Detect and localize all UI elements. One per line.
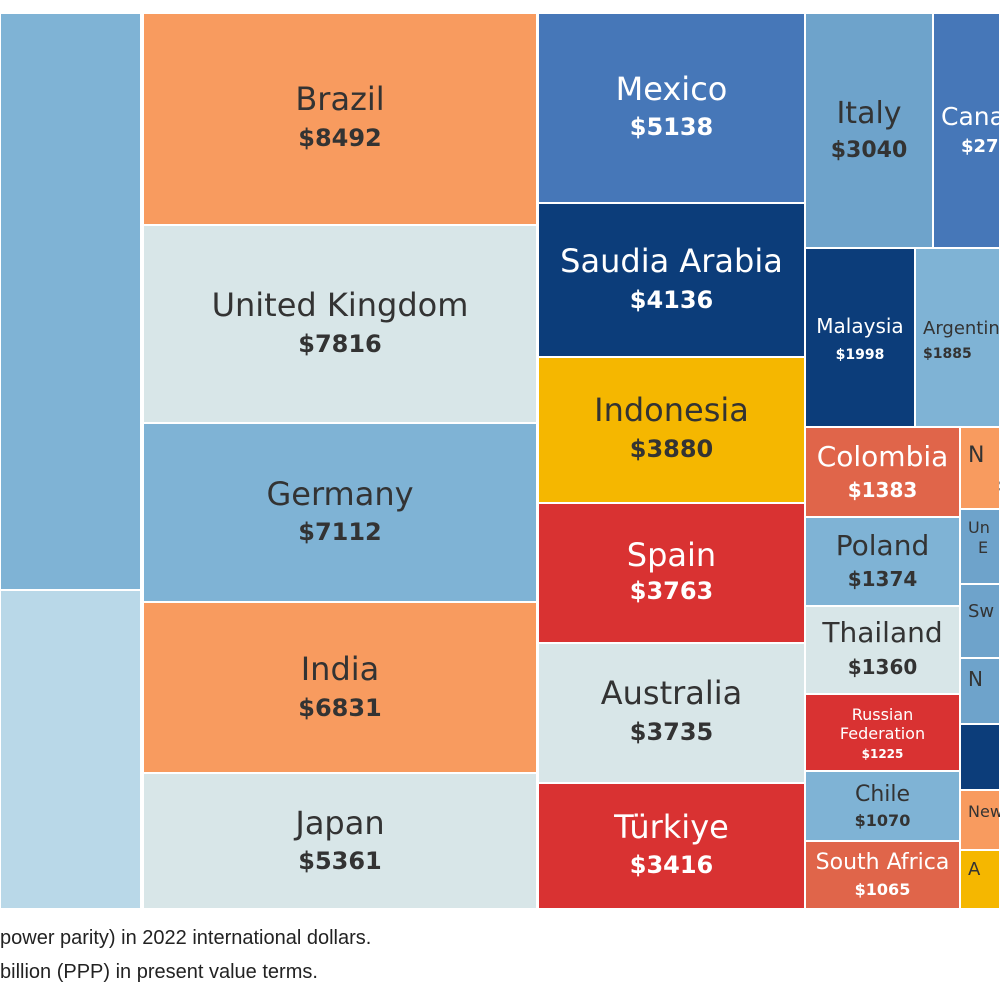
tile-value-chile-21: $1070: [855, 811, 911, 830]
tile-value-japan-6: $5361: [298, 847, 382, 875]
tile-label-n-23: N: [968, 443, 984, 468]
treemap-chart: Brazil $8492 United Kingdom $7816 Germany $71…: [0, 12, 1000, 910]
tile-value-russian-federation-20: $1225: [862, 747, 904, 761]
tile-n-23: [959, 426, 1000, 510]
tile-value-italy-13: $3040: [831, 138, 908, 163]
tile-united-kingdom-3: [142, 224, 538, 424]
tile-value-colombia-17: $1383: [848, 478, 918, 502]
tile-label-n-26: N: [968, 667, 983, 691]
tile-label-t-rkiye-12: Türkiye: [613, 808, 729, 846]
tile-poland-18: [804, 516, 961, 607]
tile-saudia-arabia-8: [537, 202, 806, 358]
tile-value-germany-4: $7112: [298, 518, 382, 546]
tile-label-un-e-part1: E: [978, 538, 988, 557]
tile-value-spain-10: $3763: [630, 577, 714, 605]
tile-label-chile-21: Chile: [855, 782, 910, 807]
tile-colombia-17: [804, 426, 961, 518]
tile-value-argentin-16: $1885: [923, 346, 972, 362]
tile-australia-11: [537, 642, 806, 784]
tile-value-t-rkiye-12: $3416: [630, 851, 714, 879]
tile-t-rkiye-12: [537, 782, 806, 910]
tile-a-29: [959, 849, 1000, 910]
tile-label-malaysia-15: Malaysia: [816, 314, 903, 338]
tile-spain-10: [537, 502, 806, 644]
tile-label-japan-6: Japan: [293, 804, 384, 842]
tile-indonesia-9: [537, 356, 806, 504]
tile-cana-14: [932, 12, 1000, 249]
tile-label-cana-14: Cana: [941, 102, 1000, 131]
tile-japan-6: [142, 772, 538, 910]
tile-value-india-5: $6831: [298, 694, 382, 722]
tile-value-thailand-19: $1360: [848, 655, 918, 679]
tile-label-colombia-17: Colombia: [817, 440, 949, 473]
tile-label-india-5: India: [301, 650, 380, 688]
tile-label-russian-federation-part0: Russian: [852, 705, 914, 724]
tile-label-sw-25: Sw: [968, 601, 994, 622]
tile-label-spain-10: Spain: [627, 536, 716, 574]
tile-value-mexico-7: $5138: [630, 113, 714, 141]
tile-label-a-29: A: [968, 859, 981, 880]
tile-label-italy-13: Italy: [836, 96, 901, 131]
tile-label-australia-11: Australia: [601, 674, 743, 712]
tile-brazil-2: [142, 12, 538, 226]
tile-south-africa-22: [804, 840, 961, 910]
tile-chile-21: [804, 770, 961, 842]
tile-label-indonesia-9: Indonesia: [594, 391, 749, 429]
tile-value-brazil-2: $8492: [298, 124, 382, 152]
tile-label-brazil-2: Brazil: [295, 80, 384, 118]
tile-malaysia-15: [804, 247, 916, 428]
tile-label-russian-federation-part1: Federation: [840, 724, 925, 743]
tile-label-new-28: New: [968, 802, 1000, 821]
tile-value-australia-11: $3735: [630, 718, 714, 746]
tile-label-thailand-19: Thailand: [821, 616, 942, 649]
tile-label-argentin-16: Argentin: [923, 318, 1000, 339]
tile-value-united-kingdom-3: $7816: [298, 330, 382, 358]
tile-new-28: [959, 789, 1000, 851]
tile-value-saudia-arabia-8: $4136: [630, 286, 714, 314]
footnote-line-2: billion (PPP) in present value terms.: [0, 961, 318, 983]
tile-value-indonesia-9: $3880: [630, 435, 714, 463]
tile-unlabeled-1: [0, 589, 142, 910]
tile-label-un-e-part0: Un: [968, 518, 990, 537]
tile-value-malaysia-15: $1998: [836, 347, 885, 363]
tile-label-south-africa-22: South Africa: [816, 850, 950, 875]
tile-india-5: [142, 601, 538, 774]
footnote-line-1: power parity) in 2022 international doll…: [0, 927, 372, 949]
tile-label-mexico-7: Mexico: [616, 70, 728, 108]
tile-value-cana-14: $27: [961, 136, 999, 157]
tile-value-south-africa-22: $1065: [855, 880, 911, 899]
tile-unlabeled-27: [959, 723, 1000, 791]
tile-value-n-23: $: [998, 475, 1000, 496]
tile-label-united-kingdom-3: United Kingdom: [212, 286, 469, 324]
tile-germany-4: [142, 422, 538, 603]
tile-label-saudia-arabia-8: Saudia Arabia: [560, 242, 783, 280]
tile-label-germany-4: Germany: [266, 475, 413, 513]
tile-argentin-16: [914, 247, 1000, 428]
tile-mexico-7: [537, 12, 806, 204]
tile-unlabeled-0: [0, 12, 142, 591]
tile-label-poland-18: Poland: [836, 529, 929, 562]
tile-italy-13: [804, 12, 934, 249]
tile-value-poland-18: $1374: [848, 567, 918, 591]
